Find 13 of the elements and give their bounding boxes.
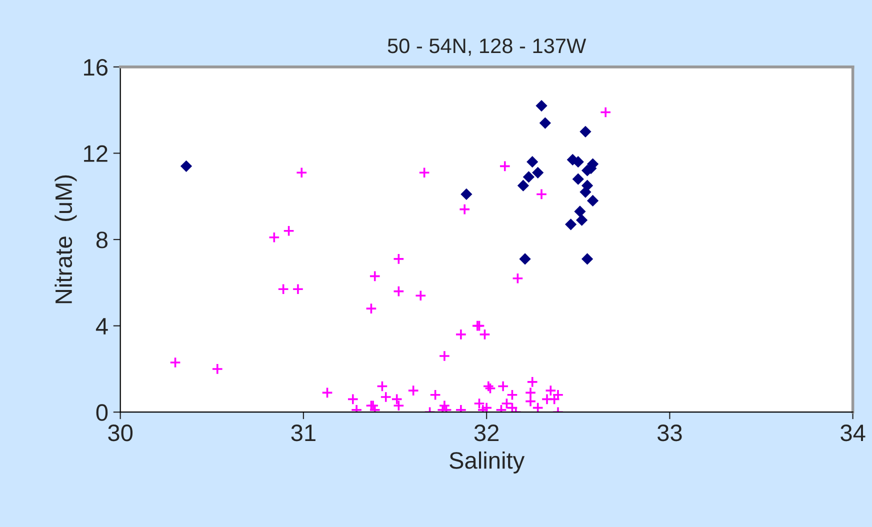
x-tick-label: 34 [840, 424, 866, 442]
x-tick-label: 30 [108, 424, 133, 442]
y-tick-label: 16 [84, 58, 108, 76]
x-axis-title: Salinity [450, 451, 525, 474]
y-tick-label: 0 [96, 404, 108, 421]
x-tick-label: 31 [291, 424, 316, 442]
y-tick-label: 4 [96, 318, 108, 334]
y-tick-label: 12 [84, 145, 108, 162]
y-tick-label: 8 [96, 232, 108, 248]
chart-title: 50 - 54N, 128 - 137W [388, 38, 586, 56]
x-tick-label: 33 [657, 424, 682, 442]
x-tick-label: 32 [474, 424, 499, 442]
y-axis-title: Nitrate (uM) [54, 175, 77, 304]
